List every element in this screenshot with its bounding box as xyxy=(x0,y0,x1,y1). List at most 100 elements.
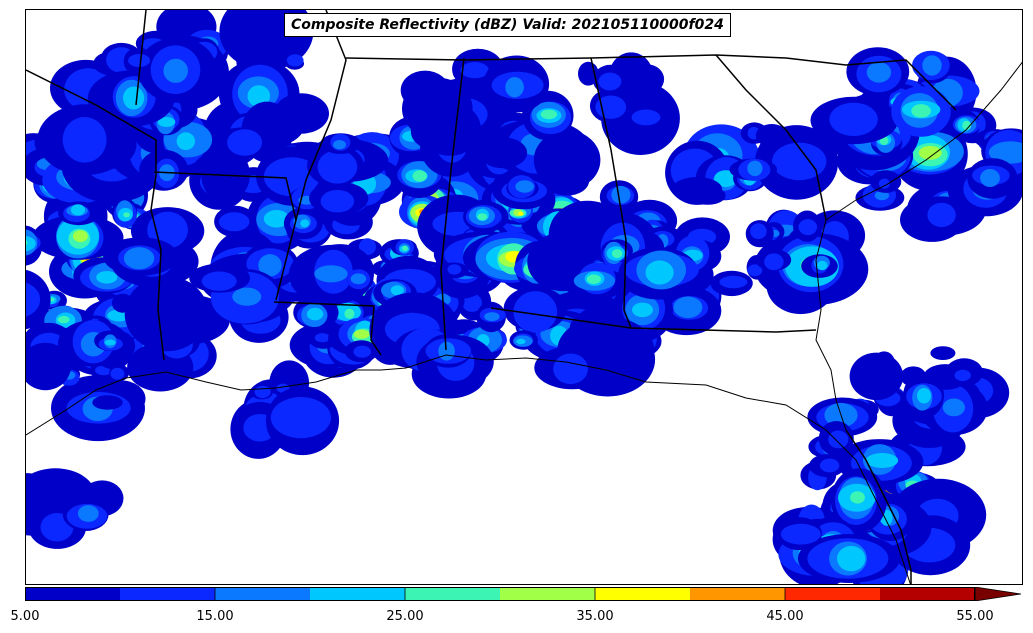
reflectivity-cell xyxy=(918,146,942,160)
reflectivity-cell xyxy=(829,102,878,136)
reflectivity-cell xyxy=(819,458,840,473)
reflectivity-cell xyxy=(438,341,455,361)
reflectivity-cell xyxy=(689,186,726,205)
state-border-nc-sc xyxy=(785,57,957,111)
reflectivity-cell xyxy=(57,315,70,324)
reflectivity-cell xyxy=(447,264,462,275)
reflectivity-cell xyxy=(26,282,41,317)
reflectivity-cell xyxy=(571,315,603,340)
reflectivity-cell xyxy=(917,387,931,404)
reflectivity-cell xyxy=(286,54,304,67)
reflectivity-cell xyxy=(645,260,674,285)
reflectivity-cell xyxy=(849,352,904,400)
reflectivity-map xyxy=(25,9,1023,585)
reflectivity-cell xyxy=(96,271,118,284)
coastline xyxy=(26,354,911,584)
colorbar-bin xyxy=(595,587,690,601)
reflectivity-cell xyxy=(390,285,404,296)
reflectivity-cell xyxy=(866,62,892,83)
state-border-north xyxy=(345,54,787,61)
state-border-al-ga xyxy=(590,57,632,329)
state-border-la-ms xyxy=(273,301,382,356)
reflectivity-cell xyxy=(719,275,748,289)
coastline-east xyxy=(815,219,847,431)
reflectivity-cell xyxy=(516,338,526,345)
reflectivity-cell xyxy=(359,238,376,256)
reflectivity-cell xyxy=(484,312,500,322)
colorbar-tick-label: 35.00 xyxy=(576,609,614,624)
reflectivity-cell xyxy=(201,271,237,291)
reflectivity-cell xyxy=(123,86,145,110)
reflectivity-cell xyxy=(350,273,367,285)
reflectivity-cell xyxy=(865,453,899,468)
state-border-ms-al xyxy=(440,57,465,351)
reflectivity-cell xyxy=(92,395,123,410)
reflectivity-cell xyxy=(123,247,155,270)
reflectivity-cell xyxy=(176,132,195,151)
reflectivity-cell xyxy=(747,264,763,277)
reflectivity-cell xyxy=(980,169,1000,187)
state-border-ok-ar xyxy=(135,10,147,106)
reflectivity-cell xyxy=(598,72,622,91)
reflectivity-cell xyxy=(927,202,956,228)
reflectivity-cell xyxy=(513,291,558,333)
reflectivity-cell xyxy=(828,430,849,449)
reflectivity-cell xyxy=(147,211,188,249)
reflectivity-cell xyxy=(232,287,262,306)
reflectivity-cell xyxy=(850,491,865,504)
colorbar-bin xyxy=(785,587,880,601)
reflectivity-cell xyxy=(518,211,524,216)
reflectivity-cell xyxy=(263,210,290,228)
colorbar-bin xyxy=(880,587,975,601)
reflectivity-cell xyxy=(62,117,107,163)
state-border-ar-ms xyxy=(275,10,347,301)
reflectivity-cell xyxy=(26,342,71,391)
reflectivity-cell xyxy=(104,339,116,346)
reflectivity-cell xyxy=(270,397,331,439)
reflectivity-cell xyxy=(586,274,601,285)
reflectivity-cell xyxy=(314,333,331,343)
reflectivity-cell xyxy=(402,245,408,251)
reflectivity-cell xyxy=(611,249,623,259)
reflectivity-cell xyxy=(911,104,931,118)
reflectivity-cell xyxy=(515,180,535,193)
colorbar-bin xyxy=(405,587,500,601)
boundary-layer xyxy=(26,10,1022,584)
coastline-atlantic xyxy=(825,61,1022,221)
reflectivity-cell xyxy=(962,120,972,131)
reflectivity-cell xyxy=(314,265,348,283)
reflectivity-cell xyxy=(817,260,828,271)
reflectivity-cell xyxy=(300,219,310,228)
map-title: Composite Reflectivity (dBZ) Valid: 2021… xyxy=(284,13,731,37)
state-border-tx-la xyxy=(150,174,165,361)
reflectivity-cell xyxy=(477,213,488,221)
reflectivity-cell xyxy=(611,185,631,204)
reflectivity-cell xyxy=(631,109,661,126)
reflectivity-cell xyxy=(123,212,130,218)
reflectivity-cell xyxy=(353,329,370,339)
reflectivity-cell xyxy=(988,141,1022,164)
reflectivity-cell xyxy=(344,308,355,319)
reflectivity-cell xyxy=(460,62,490,79)
reflectivity-cell xyxy=(163,58,188,83)
colorbar-tick-label: 45.00 xyxy=(766,609,804,624)
reflectivity-cell xyxy=(353,345,371,358)
reflectivity-cell xyxy=(837,545,866,572)
colorbar xyxy=(25,587,1022,601)
reflectivity-cell xyxy=(505,77,524,98)
reflectivity-cell xyxy=(258,254,282,277)
map-canvas xyxy=(26,10,1022,584)
reflectivity-cell xyxy=(227,129,263,156)
reflectivity-cell xyxy=(764,253,784,271)
reflectivity-cell xyxy=(922,55,942,76)
colorbar-bin xyxy=(25,587,120,601)
colorbar-outline xyxy=(25,587,975,601)
colorbar-bin xyxy=(215,587,310,601)
reflectivity-cell xyxy=(954,369,971,382)
reflectivity-cell xyxy=(157,117,176,127)
reflectivity-cell xyxy=(124,276,209,352)
colorbar-bin xyxy=(690,587,785,601)
reflectivity-fill-layer xyxy=(26,10,1022,584)
peninsula-coast xyxy=(845,429,912,584)
reflectivity-cell xyxy=(218,212,250,232)
